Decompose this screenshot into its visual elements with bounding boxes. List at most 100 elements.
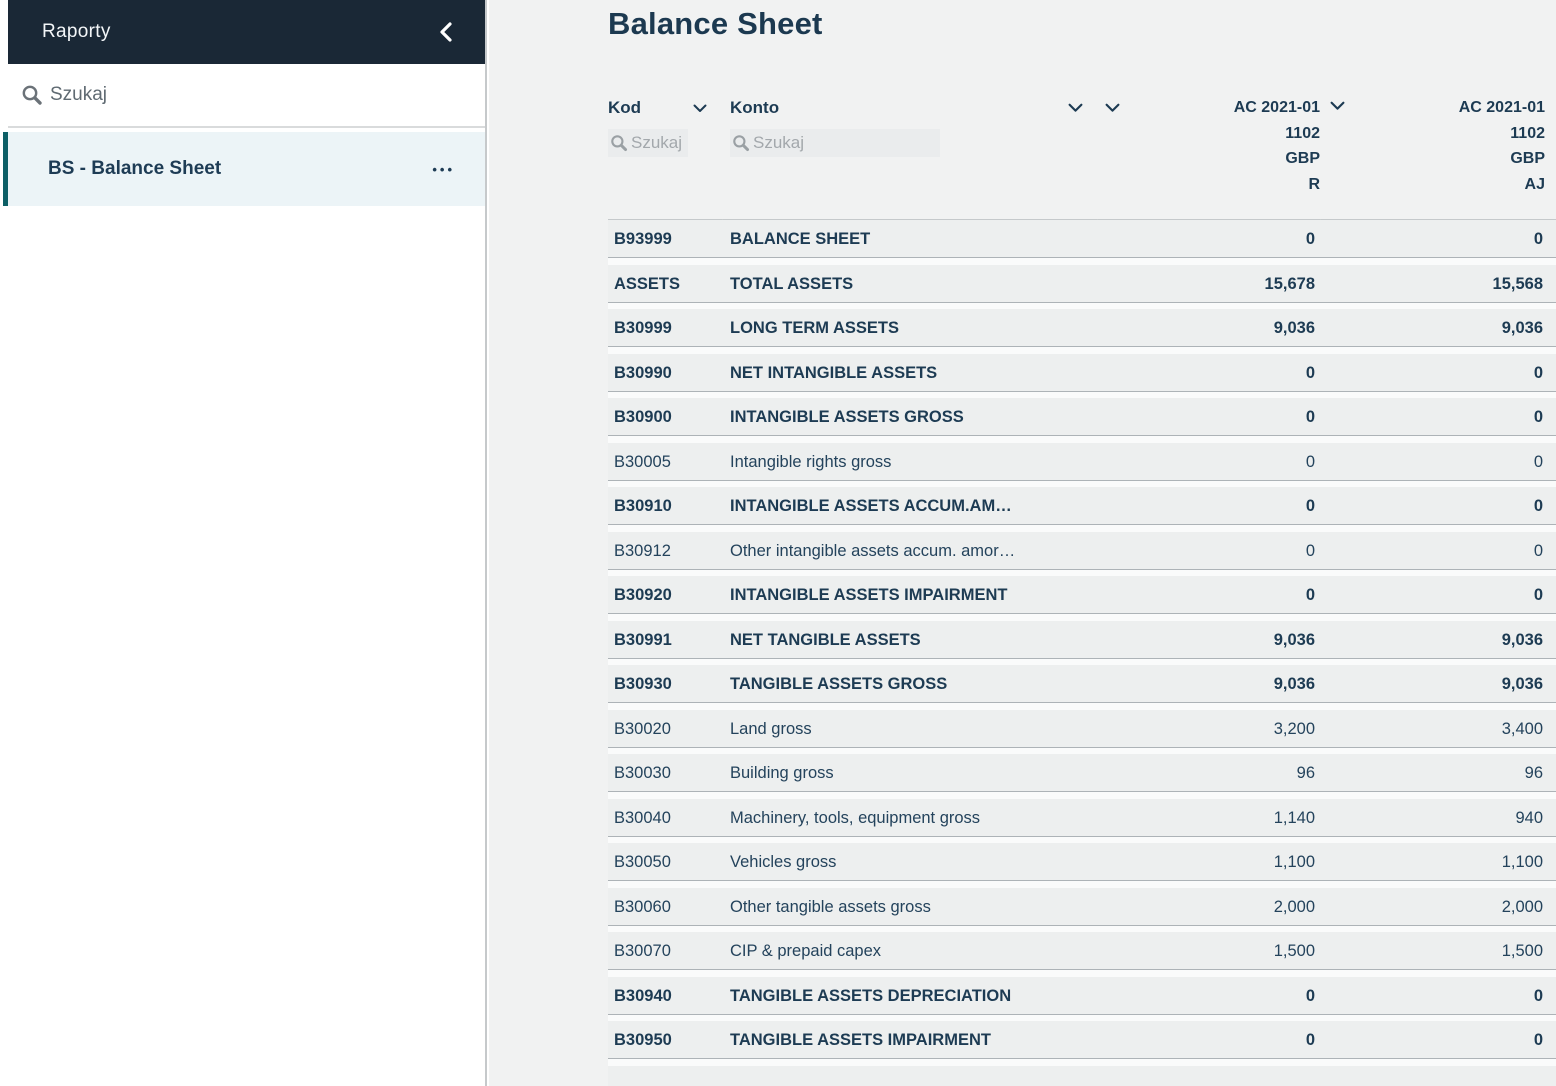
cell-konto: Building gross xyxy=(730,764,834,782)
table-row[interactable]: B30940 TANGIBLE ASSETS DEPRECIATION 0 0 xyxy=(608,976,1556,1015)
search-icon xyxy=(611,135,628,152)
cell-konto: TOTAL ASSETS xyxy=(730,274,854,293)
table-row[interactable]: B30912 Other intangible assets accum. amo… xyxy=(608,531,1556,570)
table-row[interactable]: B30060 Other tangible assets gross 2,000 2,… xyxy=(608,887,1556,926)
cell-v1: 9,036 xyxy=(1273,675,1315,693)
cell-v2: 0 xyxy=(1533,230,1543,248)
page-title: Balance Sheet xyxy=(608,6,823,41)
cell-v2: 9,036 xyxy=(1501,319,1543,337)
table-row[interactable]: B30991 NET TANGIBLE ASSETS 9,036 9,036 xyxy=(608,620,1556,659)
cell-kod: B30910 xyxy=(614,497,672,515)
sidebar-title: Raporty xyxy=(42,21,111,42)
table-row[interactable]: B30040 Machinery, tools, equipment gross 1… xyxy=(608,798,1556,837)
table-row[interactable]: B30920 INTANGIBLE ASSETS IMPAIRMENT 0 0 xyxy=(608,576,1556,614)
cell-v2: 1,100 xyxy=(1501,853,1543,871)
cell-v2: 96 xyxy=(1524,764,1543,782)
search-icon xyxy=(22,85,42,105)
cell-konto: Land gross xyxy=(730,719,812,738)
cell-kod: B30999 xyxy=(614,319,672,337)
cell-konto: INTANGIBLE ASSETS ACCUM.AM… xyxy=(730,497,1012,515)
cell-v2: 2,000 xyxy=(1501,897,1543,916)
table-row[interactable]: B93999 BALANCE SHEET 0 0 xyxy=(608,220,1556,258)
column-header-line: AJ xyxy=(1524,175,1545,193)
konto-filter xyxy=(730,129,940,157)
cell-v1: 3,200 xyxy=(1273,719,1315,738)
cell-v1: 15,678 xyxy=(1264,274,1315,293)
table-row[interactable]: B30900 INTANGIBLE ASSETS GROSS 0 0 xyxy=(608,398,1556,436)
table-row[interactable]: B30050 Vehicles gross 1,100 1,100 xyxy=(608,843,1556,881)
cell-v2: 0 xyxy=(1533,497,1543,515)
cell-v1: 1,500 xyxy=(1273,942,1315,960)
column-header-ac-2021-01-r[interactable]: AC 2021-01 1102 GBP R xyxy=(1140,95,1320,197)
column-header-ac-2021-01-aj[interactable]: AC 2021-01 1102 GBP AJ xyxy=(1365,95,1545,197)
table-row[interactable]: B30005 Intangible rights gross 0 0 xyxy=(608,442,1556,481)
reports-sidebar: Raporty BS - Balance Sheet ••• xyxy=(0,0,487,1086)
cell-v1: 0 xyxy=(1305,363,1315,382)
chevron-down-icon[interactable] xyxy=(1330,101,1345,111)
cell-konto: Machinery, tools, equipment gross xyxy=(730,808,981,827)
cell-v2: 940 xyxy=(1515,808,1543,827)
ellipsis-icon[interactable]: ••• xyxy=(432,161,455,177)
cell-v1: 9,036 xyxy=(1273,630,1315,649)
cell-konto: CIP & prepaid capex xyxy=(730,942,882,960)
cell-v1: 0 xyxy=(1305,986,1315,1005)
cell-v1: 0 xyxy=(1305,586,1315,604)
cell-v2: 15,568 xyxy=(1492,274,1543,293)
table-row[interactable]: B30070 CIP & prepaid capex 1,500 1,500 xyxy=(608,932,1556,970)
column-header-line: GBP xyxy=(1285,150,1320,167)
cell-v1: 2,000 xyxy=(1273,897,1315,916)
table-row[interactable]: B30950 TANGIBLE ASSETS IMPAIRMENT 0 0 xyxy=(608,1021,1556,1059)
table-row[interactable]: ASSETS TOTAL ASSETS 15,678 15,568 xyxy=(608,264,1556,303)
sidebar-item-bs-balance-sheet[interactable]: BS - Balance Sheet ••• xyxy=(3,132,485,206)
cell-v2: 0 xyxy=(1533,363,1543,382)
column-header-line: AC 2021-01 xyxy=(1233,99,1320,116)
search-icon xyxy=(733,135,750,152)
column-header-kod[interactable]: Kod xyxy=(608,98,642,117)
sidebar-collapse-button[interactable] xyxy=(429,15,463,49)
cell-kod: B30950 xyxy=(614,1031,672,1049)
column-header-konto[interactable]: Konto xyxy=(730,98,780,117)
sidebar-search-input[interactable] xyxy=(50,84,430,106)
sidebar-search xyxy=(8,64,485,128)
cell-konto: TANGIBLE ASSETS IMPAIRMENT xyxy=(730,1031,991,1049)
table-row[interactable]: B30030 Building gross 96 96 xyxy=(608,754,1556,792)
kod-filter-input[interactable] xyxy=(631,133,683,153)
column-header-line: 1102 xyxy=(1285,124,1320,142)
cell-v1: 0 xyxy=(1305,497,1315,515)
cell-v1: 0 xyxy=(1305,230,1315,248)
cell-konto: Other tangible assets gross xyxy=(730,897,931,916)
chevron-down-icon[interactable] xyxy=(1068,103,1083,113)
cell-konto: TANGIBLE ASSETS DEPRECIATION xyxy=(730,986,1012,1005)
konto-filter-input[interactable] xyxy=(753,133,933,153)
cell-v2: 3,400 xyxy=(1501,719,1543,738)
cell-konto: NET TANGIBLE ASSETS xyxy=(730,630,921,649)
cell-v1: 1,140 xyxy=(1273,808,1315,827)
cell-v1: 1,100 xyxy=(1273,853,1315,871)
cell-kod: B93999 xyxy=(614,230,672,248)
cell-v1: 0 xyxy=(1305,541,1315,560)
table-row[interactable]: B30020 Land gross 3,200 3,400 xyxy=(608,709,1556,748)
cell-kod: B30060 xyxy=(614,897,671,916)
cell-kod: B30900 xyxy=(614,408,672,426)
cell-v1: 0 xyxy=(1305,1031,1315,1049)
cell-konto: LONG TERM ASSETS xyxy=(730,319,899,337)
table-row[interactable]: B30999 LONG TERM ASSETS 9,036 9,036 xyxy=(608,309,1556,347)
table-row[interactable]: B30910 INTANGIBLE ASSETS ACCUM.AM… 0 0 xyxy=(608,487,1556,525)
cell-v2: 0 xyxy=(1533,541,1543,560)
cell-v1: 0 xyxy=(1305,452,1315,471)
cell-konto: TANGIBLE ASSETS GROSS xyxy=(730,675,948,693)
sidebar-item-label: BS - Balance Sheet xyxy=(48,158,222,179)
chevron-down-icon[interactable] xyxy=(693,104,707,113)
cell-v2: 9,036 xyxy=(1501,675,1543,693)
table-row[interactable]: B30930 TANGIBLE ASSETS GROSS 9,036 9,036 xyxy=(608,665,1556,703)
chevron-down-icon[interactable] xyxy=(1105,103,1120,113)
cell-v2: 0 xyxy=(1533,1031,1543,1049)
cell-v2: 0 xyxy=(1533,452,1543,471)
column-header-line: AC 2021-01 xyxy=(1458,99,1545,116)
column-header-line: R xyxy=(1308,175,1320,193)
cell-kod: B30040 xyxy=(614,808,671,827)
table-row[interactable]: B30990 NET INTANGIBLE ASSETS 0 0 xyxy=(608,353,1556,392)
cell-v1: 96 xyxy=(1296,764,1315,782)
column-header-line: GBP xyxy=(1510,150,1545,167)
